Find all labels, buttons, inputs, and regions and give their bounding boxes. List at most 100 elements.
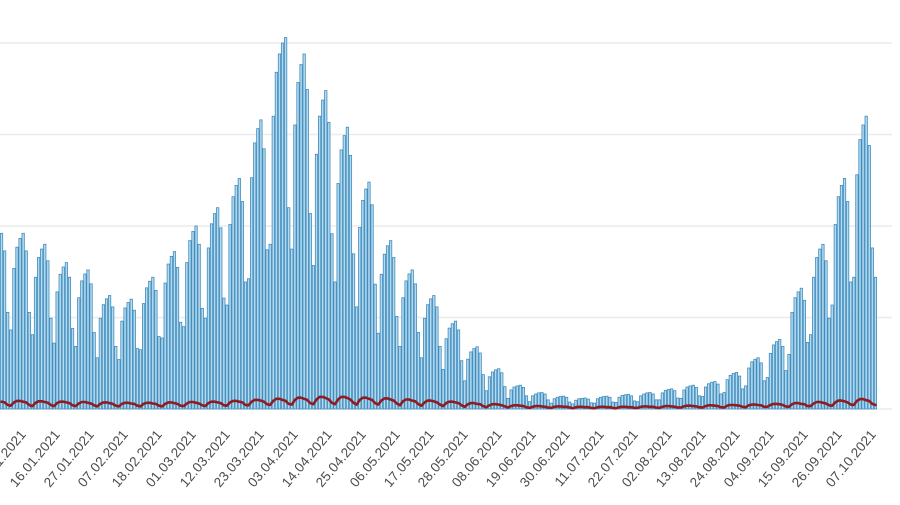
bar [148, 280, 152, 410]
bar [327, 122, 331, 410]
bar [129, 298, 133, 410]
x-axis-tick-label: 12.03.2021 [176, 427, 234, 490]
bar [410, 269, 414, 410]
bar [9, 329, 13, 410]
bar [24, 250, 28, 410]
bar [478, 352, 482, 410]
bar [438, 346, 442, 410]
bar [741, 388, 745, 410]
x-axis-tick-label: 15.09.2021 [754, 427, 811, 490]
bar [432, 295, 436, 410]
bar [500, 372, 504, 410]
bar [15, 246, 19, 410]
bar [802, 299, 806, 410]
bar [151, 276, 155, 410]
bar [160, 337, 164, 410]
bar [768, 352, 773, 410]
bar [172, 251, 177, 410]
bar [355, 306, 359, 410]
bar [503, 386, 507, 410]
bar [524, 395, 529, 410]
bar [805, 341, 810, 410]
bar [531, 395, 535, 410]
bar [342, 135, 346, 410]
bar [74, 346, 78, 410]
bar [308, 213, 312, 410]
bar [37, 257, 41, 410]
bar [324, 90, 328, 410]
bar [108, 295, 112, 410]
bar [453, 320, 458, 410]
bar [277, 53, 282, 410]
bar [506, 397, 510, 410]
bar [490, 371, 495, 410]
bar [775, 341, 779, 410]
bar [117, 359, 121, 410]
bar [231, 196, 235, 410]
x-axis-tick-label: 18.02.2021 [108, 427, 166, 490]
bar [302, 53, 306, 410]
bar [577, 398, 581, 410]
bar [561, 395, 566, 410]
bar [710, 381, 714, 410]
bar [18, 238, 22, 410]
bar [744, 385, 748, 410]
bar [663, 389, 668, 410]
x-axis-tick-label: 14.04.2021 [278, 427, 336, 490]
bar [660, 392, 664, 410]
bar [367, 181, 371, 410]
bar [423, 317, 427, 410]
x-axis-tick-label: 19.06.2021 [482, 427, 539, 490]
bar [771, 344, 776, 410]
bar [86, 269, 90, 410]
x-axis-tick-label: 07.10.2021 [822, 427, 879, 490]
bar [311, 265, 315, 410]
bar [305, 89, 309, 410]
bar [815, 257, 819, 410]
bar [293, 124, 297, 410]
bar [472, 348, 476, 410]
bar [379, 273, 383, 410]
bar [0, 232, 4, 410]
bar [737, 375, 742, 410]
bar [821, 243, 825, 410]
bar [166, 263, 170, 410]
bar [852, 276, 856, 410]
bar [364, 188, 368, 410]
bar [497, 368, 501, 410]
bar [734, 371, 739, 410]
bar [49, 317, 53, 410]
bar [318, 115, 322, 410]
bar [796, 291, 800, 410]
bar [80, 280, 84, 410]
bar [351, 253, 356, 410]
bar [27, 311, 31, 410]
x-axis-tick-label: 25.04.2021 [312, 427, 369, 490]
bar [756, 357, 760, 410]
bar [333, 281, 337, 410]
bar [700, 396, 705, 410]
bar [206, 247, 210, 410]
bar [64, 262, 68, 410]
bar [98, 317, 102, 410]
bar [827, 317, 831, 410]
bar [55, 291, 59, 410]
bar [444, 338, 448, 410]
bar [762, 380, 766, 410]
bar [157, 336, 161, 410]
bar [419, 357, 424, 410]
bar [104, 298, 109, 410]
bar [713, 381, 717, 410]
bar [299, 64, 303, 410]
bar [648, 392, 652, 410]
bar [651, 393, 655, 410]
bar [716, 383, 720, 410]
bar [849, 281, 853, 410]
bar [583, 397, 587, 410]
bar [154, 290, 158, 410]
bar [416, 332, 420, 410]
bar [521, 387, 525, 410]
bar [237, 178, 241, 410]
bar [89, 283, 93, 410]
